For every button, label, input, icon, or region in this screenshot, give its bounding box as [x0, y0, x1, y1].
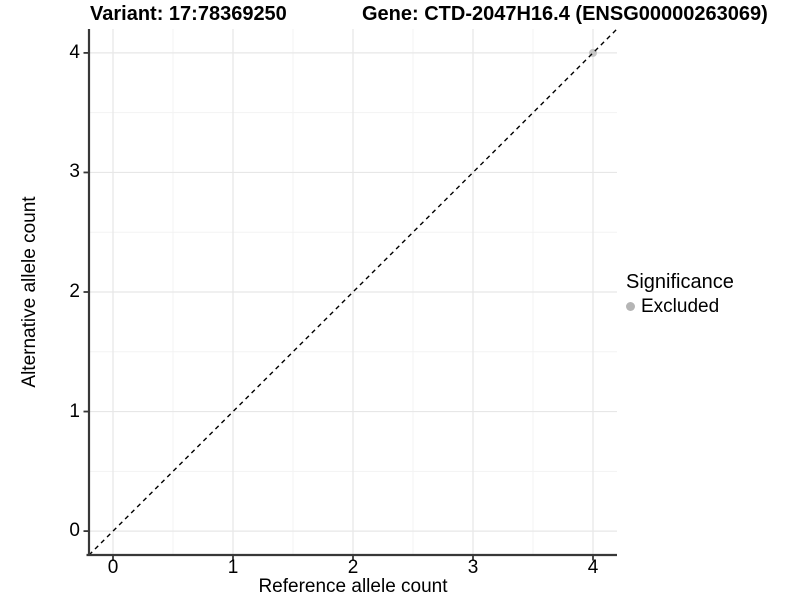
x-tick-label: 2	[347, 557, 359, 578]
x-axis-title: Reference allele count	[258, 576, 448, 597]
x-tick-label: 0	[107, 557, 119, 578]
x-tick-label: 1	[227, 557, 239, 578]
legend-title: Significance	[626, 271, 734, 293]
legend-item-excluded: Excluded	[626, 295, 734, 318]
y-tick-label: 0	[69, 520, 80, 542]
y-tick-label: 3	[69, 161, 80, 183]
gene-title: Gene: CTD-2047H16.4 (ENSG00000263069)	[362, 3, 768, 25]
plot-panel	[83, 28, 618, 561]
legend-point-swatch	[626, 302, 635, 311]
legend-item-label: Excluded	[641, 296, 720, 317]
plot-canvas	[83, 28, 618, 561]
identity-dashed-line	[88, 28, 618, 556]
y-axis-title: Alternative allele count	[19, 196, 40, 388]
y-tick-label: 2	[69, 281, 80, 302]
y-tick-label: 1	[69, 400, 80, 422]
x-tick-label: 4	[587, 557, 599, 578]
variant-title: Variant: 17:78369250	[90, 3, 287, 25]
x-tick-label: 3	[467, 557, 479, 578]
y-tick-label: 4	[69, 41, 80, 63]
legend: Significance Excluded	[626, 270, 734, 318]
